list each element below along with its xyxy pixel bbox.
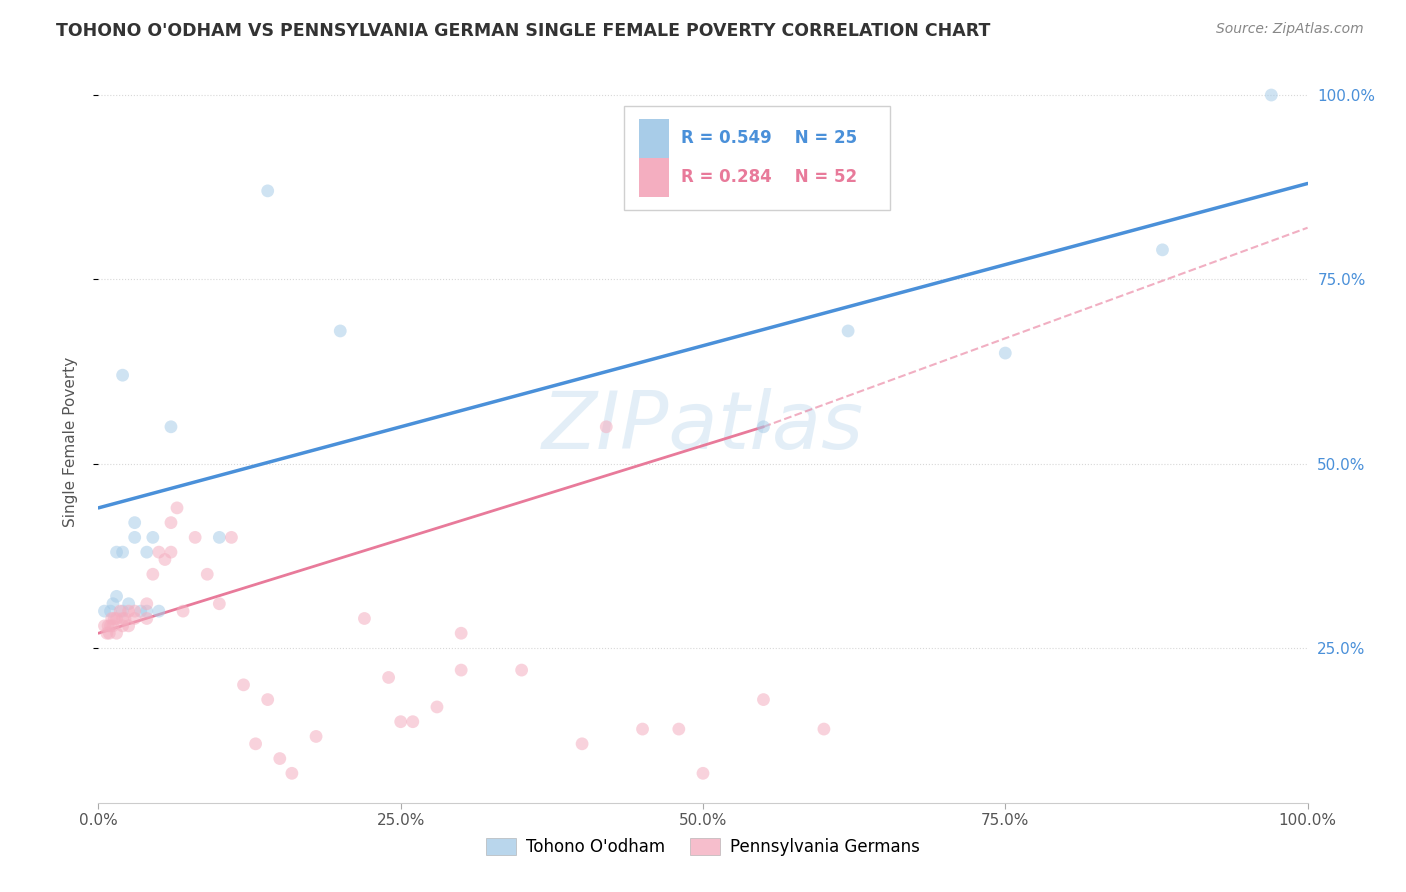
Point bbox=[160, 545, 183, 559]
Point bbox=[160, 516, 183, 530]
Point bbox=[98, 626, 121, 640]
Point bbox=[118, 619, 141, 633]
Point bbox=[105, 626, 128, 640]
Text: Source: ZipAtlas.com: Source: ZipAtlas.com bbox=[1216, 22, 1364, 37]
Point bbox=[389, 714, 412, 729]
Point bbox=[100, 619, 122, 633]
Point bbox=[148, 545, 170, 559]
Point bbox=[93, 619, 115, 633]
Text: R = 0.284    N = 52: R = 0.284 N = 52 bbox=[682, 169, 858, 186]
Text: TOHONO O'ODHAM VS PENNSYLVANIA GERMAN SINGLE FEMALE POVERTY CORRELATION CHART: TOHONO O'ODHAM VS PENNSYLVANIA GERMAN SI… bbox=[56, 22, 991, 40]
Point bbox=[124, 604, 146, 618]
Point bbox=[631, 722, 654, 736]
Point bbox=[208, 597, 231, 611]
Point bbox=[160, 419, 183, 434]
Point bbox=[1152, 243, 1174, 257]
Point bbox=[118, 604, 141, 618]
Point bbox=[135, 611, 157, 625]
Point bbox=[124, 530, 146, 544]
Point bbox=[118, 597, 141, 611]
Point bbox=[208, 530, 231, 544]
Point bbox=[124, 516, 146, 530]
Point bbox=[124, 611, 146, 625]
Point bbox=[305, 730, 328, 744]
Point bbox=[281, 766, 304, 780]
Point bbox=[377, 670, 399, 684]
Point bbox=[195, 567, 218, 582]
Point bbox=[269, 751, 291, 765]
Text: ZIPatlas: ZIPatlas bbox=[541, 388, 865, 467]
Point bbox=[111, 545, 134, 559]
Point bbox=[221, 530, 243, 544]
Legend: Tohono O'odham, Pennsylvania Germans: Tohono O'odham, Pennsylvania Germans bbox=[479, 831, 927, 863]
Point bbox=[93, 604, 115, 618]
Point bbox=[595, 419, 617, 434]
Point bbox=[752, 419, 775, 434]
Point bbox=[402, 714, 425, 729]
Point bbox=[510, 663, 533, 677]
Y-axis label: Single Female Poverty: Single Female Poverty bbox=[63, 357, 77, 526]
Point bbox=[353, 611, 375, 625]
Point bbox=[256, 692, 278, 706]
Point bbox=[256, 184, 278, 198]
Point bbox=[329, 324, 352, 338]
Point bbox=[101, 619, 124, 633]
Point bbox=[108, 604, 131, 618]
FancyBboxPatch shape bbox=[638, 158, 669, 197]
Point bbox=[1260, 88, 1282, 103]
Point bbox=[129, 604, 152, 618]
Point bbox=[450, 663, 472, 677]
Point bbox=[105, 545, 128, 559]
Point bbox=[135, 597, 157, 611]
Point bbox=[114, 611, 136, 625]
Point bbox=[111, 611, 134, 625]
Point bbox=[100, 604, 122, 618]
Point bbox=[245, 737, 267, 751]
Point bbox=[142, 530, 165, 544]
Point bbox=[135, 545, 157, 559]
Point bbox=[148, 604, 170, 618]
Point bbox=[692, 766, 714, 780]
Point bbox=[111, 604, 134, 618]
Point bbox=[100, 611, 122, 625]
Point bbox=[111, 368, 134, 383]
Point bbox=[97, 619, 120, 633]
Point bbox=[668, 722, 690, 736]
FancyBboxPatch shape bbox=[638, 119, 669, 158]
FancyBboxPatch shape bbox=[624, 105, 890, 211]
Point bbox=[111, 619, 134, 633]
Point bbox=[166, 500, 188, 515]
Text: R = 0.549    N = 25: R = 0.549 N = 25 bbox=[682, 129, 858, 147]
Point bbox=[101, 597, 124, 611]
Point bbox=[135, 604, 157, 618]
Point bbox=[184, 530, 207, 544]
Point bbox=[96, 626, 118, 640]
Point bbox=[813, 722, 835, 736]
Point bbox=[752, 692, 775, 706]
Point bbox=[172, 604, 194, 618]
Point bbox=[103, 611, 125, 625]
Point bbox=[837, 324, 859, 338]
Point bbox=[571, 737, 593, 751]
Point bbox=[994, 346, 1017, 360]
Point bbox=[232, 678, 254, 692]
Point bbox=[105, 590, 128, 604]
Point bbox=[105, 611, 128, 625]
Point bbox=[450, 626, 472, 640]
Point bbox=[426, 700, 449, 714]
Point bbox=[142, 567, 165, 582]
Point bbox=[153, 552, 176, 566]
